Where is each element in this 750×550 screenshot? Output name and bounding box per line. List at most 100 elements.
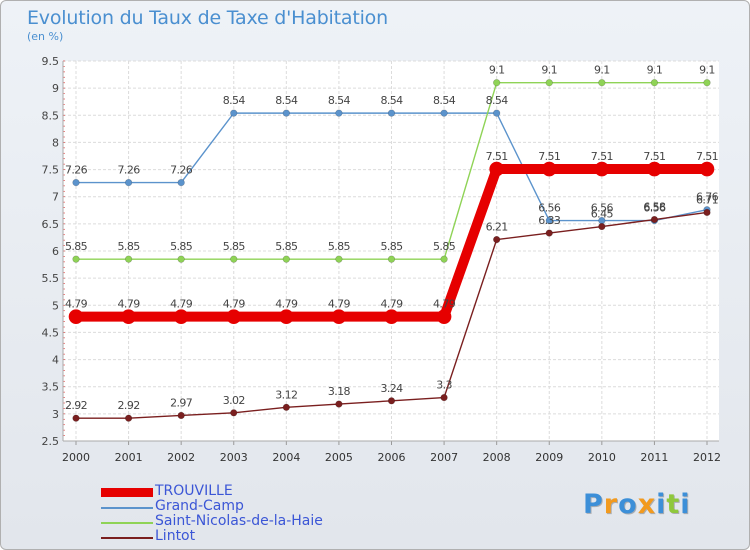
data-point (387, 255, 396, 263)
data-label: 8.54 (433, 94, 456, 107)
data-label: 6.21 (486, 221, 508, 234)
data-label: 9.1 (594, 64, 610, 77)
data-point (121, 309, 136, 324)
proxiti-logo: Proxiti (583, 489, 691, 521)
data-point (545, 217, 553, 225)
logo-letter: i (656, 489, 667, 520)
x-tick-label: 2008 (483, 451, 511, 464)
data-point (703, 208, 711, 217)
y-tick-label: 8 (52, 136, 59, 149)
chart-title: Evolution du Taux de Taxe d'Habitation (27, 7, 388, 29)
data-label: 6.56 (538, 202, 561, 215)
logo-letter: P (583, 489, 604, 520)
y-tick-label: 6.5 (42, 218, 60, 231)
data-label: 4.79 (118, 298, 141, 311)
data-label: 7.26 (65, 164, 88, 177)
logo-letter: x (637, 489, 657, 520)
data-point (72, 414, 80, 422)
data-label: 3.24 (380, 382, 403, 395)
data-point (440, 255, 448, 263)
x-tick-label: 2003 (220, 451, 248, 464)
data-point (226, 309, 242, 324)
data-point (703, 79, 711, 87)
data-label: 2.92 (65, 399, 87, 412)
data-point (598, 222, 606, 231)
legend-label: Saint-Nicolas-de-la-Haie (155, 513, 323, 529)
data-point (541, 161, 557, 177)
data-label: 4.79 (223, 298, 246, 311)
data-point (436, 309, 452, 324)
data-label: 3.18 (328, 385, 351, 398)
data-label: 2.97 (170, 396, 193, 409)
y-tick-label: 7 (52, 191, 59, 204)
data-point (387, 109, 396, 117)
data-point (282, 403, 290, 411)
data-label: 5.85 (118, 240, 141, 253)
data-point (493, 79, 501, 87)
data-label: 4.79 (275, 298, 298, 311)
data-label: 7.51 (486, 150, 508, 163)
x-tick-label: 2005 (325, 451, 353, 464)
data-label: 4.79 (380, 298, 403, 311)
data-point (282, 255, 290, 263)
data-point (335, 255, 343, 263)
data-point (545, 229, 553, 237)
y-tick-label: 2.5 (42, 435, 60, 448)
x-tick-label: 2007 (430, 451, 458, 464)
legend-swatch (101, 507, 153, 509)
legend-swatch (101, 537, 153, 539)
y-tick-label: 3 (52, 408, 59, 421)
y-tick-label: 8.5 (42, 109, 60, 122)
data-label: 6.45 (591, 208, 614, 221)
data-label: 9.1 (541, 64, 557, 77)
y-tick-label: 9 (52, 82, 59, 95)
data-label: 5.85 (65, 240, 88, 253)
data-point (177, 179, 185, 187)
y-tick-label: 5 (52, 299, 59, 312)
data-label: 6.56 (591, 202, 614, 215)
data-point (440, 109, 448, 117)
logo-letter: o (618, 489, 638, 520)
data-label: 9.1 (489, 64, 505, 77)
data-label: 5.85 (380, 240, 403, 253)
data-point (282, 109, 290, 117)
data-point (647, 161, 662, 177)
data-label: 4.79 (65, 298, 88, 311)
data-point (124, 179, 133, 187)
data-label: 5.85 (170, 240, 193, 253)
logo-letter: r (603, 489, 619, 520)
data-label: 7.51 (696, 150, 718, 163)
data-label: 3.3 (436, 379, 452, 392)
data-point (279, 309, 294, 324)
data-label: 7.26 (118, 164, 141, 177)
data-point (598, 79, 606, 87)
data-point (489, 161, 504, 177)
data-label: 4.79 (328, 298, 351, 311)
x-tick-label: 2002 (167, 451, 195, 464)
data-point (493, 109, 501, 117)
x-tick-label: 2000 (62, 451, 90, 464)
y-tick-label: 7.5 (42, 164, 60, 177)
logo-letter: t (666, 489, 681, 520)
data-point (177, 411, 185, 420)
data-label: 5.85 (223, 240, 246, 253)
data-label: 5.85 (275, 240, 298, 253)
data-point (124, 414, 133, 422)
x-tick-label: 2004 (272, 451, 300, 464)
y-tick-label: 4.5 (42, 326, 60, 339)
data-point (387, 397, 396, 405)
legend-label: TROUVILLE (155, 483, 233, 499)
legend-swatch (101, 488, 153, 497)
data-label: 6.33 (538, 214, 561, 227)
data-label: 4.79 (170, 298, 193, 311)
data-point (331, 309, 347, 324)
data-label: 6.56 (643, 202, 666, 215)
data-point (177, 255, 185, 263)
data-label: 2.92 (118, 399, 140, 412)
data-label: 8.54 (328, 94, 351, 107)
data-point (493, 236, 501, 244)
data-point (335, 109, 343, 117)
data-point (335, 400, 343, 408)
data-label: 3.02 (223, 394, 245, 407)
